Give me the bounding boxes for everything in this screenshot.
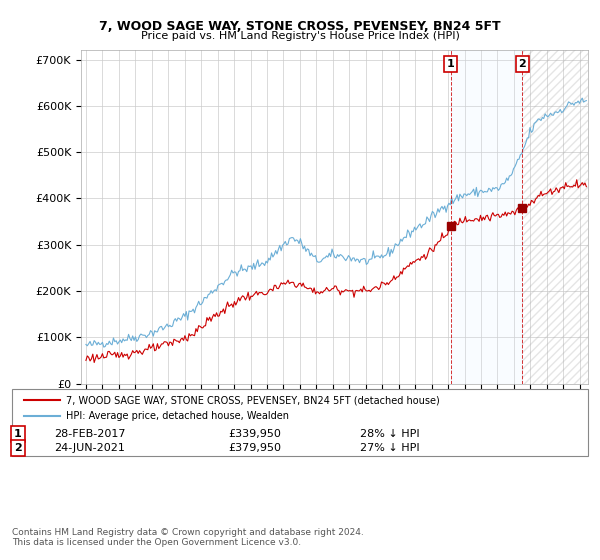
Text: £339,950: £339,950	[228, 429, 281, 439]
Text: 27% ↓ HPI: 27% ↓ HPI	[360, 443, 419, 453]
Text: £379,950: £379,950	[228, 443, 281, 453]
Bar	[451, 50, 522, 384]
Text: Contains HM Land Registry data © Crown copyright and database right 2024.
This d: Contains HM Land Registry data © Crown c…	[12, 528, 364, 547]
Text: 2: 2	[518, 59, 526, 69]
Bar	[522, 50, 588, 384]
Text: 7, WOOD SAGE WAY, STONE CROSS, PEVENSEY, BN24 5FT (detached house): 7, WOOD SAGE WAY, STONE CROSS, PEVENSEY,…	[66, 395, 440, 405]
Text: 24-JUN-2021: 24-JUN-2021	[54, 443, 125, 453]
Text: 2: 2	[14, 443, 22, 453]
Text: Price paid vs. HM Land Registry's House Price Index (HPI): Price paid vs. HM Land Registry's House …	[140, 31, 460, 41]
Text: 1: 1	[447, 59, 455, 69]
Text: 28-FEB-2017: 28-FEB-2017	[54, 429, 125, 439]
Text: HPI: Average price, detached house, Wealden: HPI: Average price, detached house, Weal…	[66, 410, 289, 421]
Text: 7, WOOD SAGE WAY, STONE CROSS, PEVENSEY, BN24 5FT: 7, WOOD SAGE WAY, STONE CROSS, PEVENSEY,…	[99, 20, 501, 32]
Text: 1: 1	[14, 429, 22, 439]
Text: 28% ↓ HPI: 28% ↓ HPI	[360, 429, 419, 439]
